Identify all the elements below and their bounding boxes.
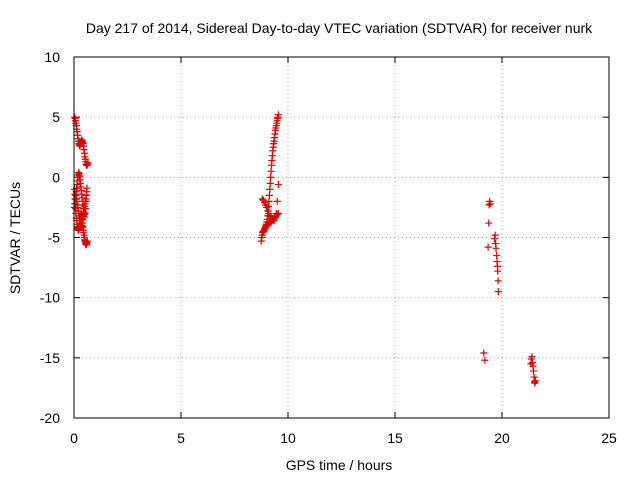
data-point bbox=[485, 219, 493, 227]
x-tick-label: 15 bbox=[387, 430, 403, 446]
data-point bbox=[83, 188, 91, 196]
x-axis-label: GPS time / hours bbox=[286, 457, 393, 473]
data-point bbox=[258, 195, 266, 203]
data-point bbox=[494, 277, 502, 285]
y-tick-label: -5 bbox=[48, 230, 61, 246]
data-point bbox=[267, 173, 275, 181]
data-point bbox=[266, 179, 274, 187]
data-point bbox=[494, 267, 502, 275]
data-point bbox=[274, 209, 282, 217]
grid bbox=[74, 57, 609, 418]
plot-frame bbox=[73, 56, 610, 419]
data-point bbox=[494, 288, 502, 296]
y-tick-label: -10 bbox=[40, 290, 60, 306]
data-point bbox=[484, 243, 492, 251]
data-point bbox=[84, 159, 92, 167]
data-point bbox=[491, 235, 499, 243]
y-tick-label: 5 bbox=[52, 109, 60, 125]
data-point bbox=[273, 197, 281, 205]
series-sat-i bbox=[491, 231, 502, 296]
data-point bbox=[274, 111, 282, 119]
data-point bbox=[486, 200, 494, 208]
series-sat-c bbox=[71, 113, 92, 169]
ticks: 0 5 10 15 20 25 -20 -15 -10 -5 0 5 10 bbox=[40, 49, 617, 446]
data-point bbox=[265, 191, 273, 199]
data-point bbox=[480, 349, 488, 357]
x-tick-label: 25 bbox=[601, 430, 617, 446]
y-tick-label: 0 bbox=[52, 169, 60, 185]
data-point bbox=[83, 237, 91, 245]
data-points bbox=[70, 111, 539, 387]
data-point bbox=[481, 356, 489, 364]
series-sat-g bbox=[264, 209, 282, 229]
x-tick-label: 0 bbox=[70, 430, 78, 446]
data-point bbox=[263, 203, 271, 211]
y-tick-label: -20 bbox=[40, 410, 60, 426]
x-tick-label: 10 bbox=[280, 430, 296, 446]
x-tick-label: 5 bbox=[177, 430, 185, 446]
data-point bbox=[273, 211, 281, 219]
data-point bbox=[528, 359, 536, 367]
data-point bbox=[492, 244, 500, 252]
data-point bbox=[266, 185, 274, 193]
y-axis-label: SDTVAR / TECUs bbox=[7, 182, 23, 294]
data-point bbox=[493, 252, 501, 260]
data-point bbox=[528, 353, 536, 361]
data-point bbox=[274, 181, 282, 189]
data-point bbox=[265, 197, 273, 205]
x-tick-label: 20 bbox=[494, 430, 510, 446]
data-point bbox=[529, 367, 537, 375]
data-point bbox=[491, 231, 499, 239]
data-point bbox=[267, 167, 275, 175]
y-tick-label: 10 bbox=[44, 49, 60, 65]
series-sat-d bbox=[72, 188, 91, 232]
chart-title: Day 217 of 2014, Sidereal Day-to-day VTE… bbox=[86, 20, 593, 36]
series-sat-j bbox=[527, 353, 539, 387]
y-tick-label: -15 bbox=[40, 350, 60, 366]
series-sat-h bbox=[480, 197, 494, 364]
data-point bbox=[531, 377, 539, 385]
